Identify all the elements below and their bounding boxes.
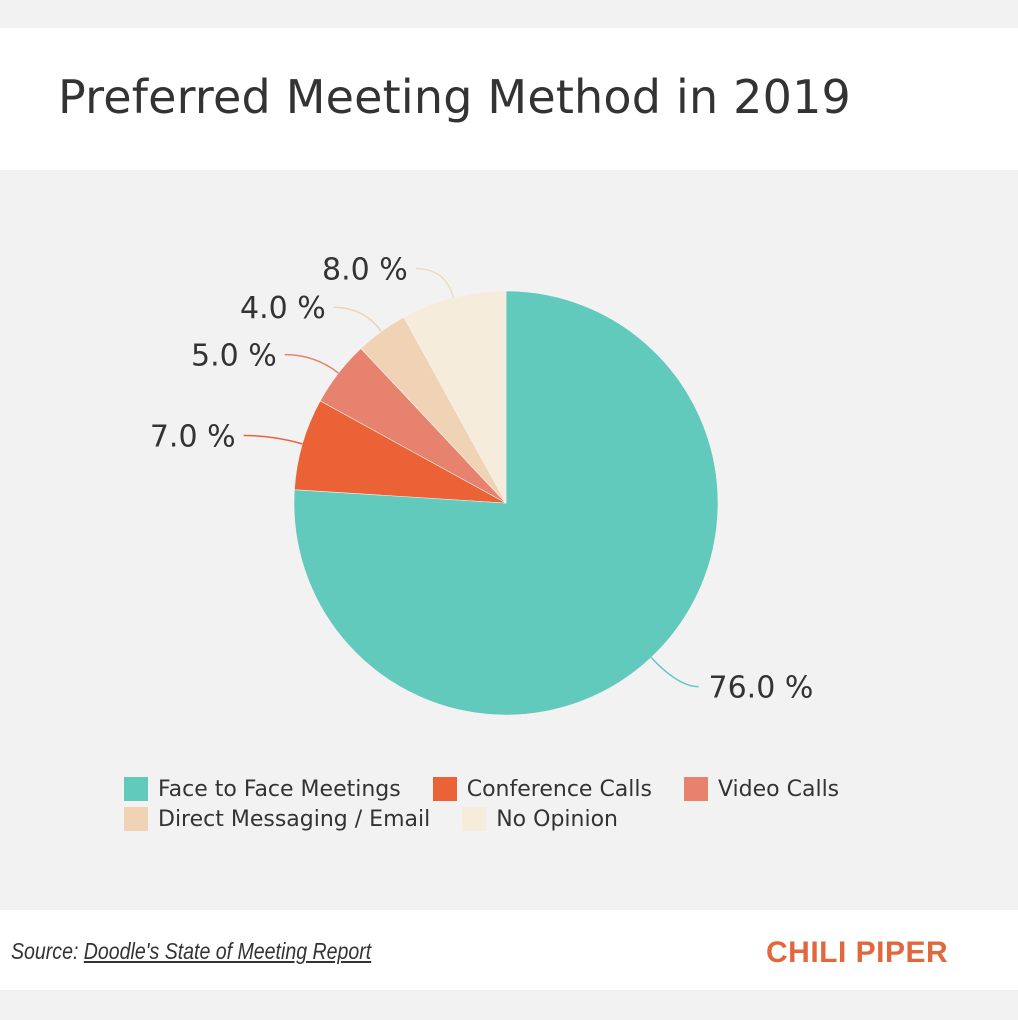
leader-line [284,353,339,374]
legend-swatch [124,777,148,801]
legend-label: Video Calls [717,776,840,802]
footer-band [0,910,1018,990]
data-label: 7.0 % [150,419,236,454]
leader-line [243,434,303,445]
leader-line [333,306,382,332]
chart-title: Preferred Meeting Method in 2019 [58,70,852,124]
legend-item: Video Calls [683,776,840,802]
source-note: Source: Doodle's State of Meeting Report [11,938,371,965]
legend: Face to Face Meetings Conference Calls Vid… [124,774,871,834]
source-prefix: Source: [11,938,79,964]
leader-line [415,267,455,298]
brand-logo: CHILI PIPER [766,936,949,969]
legend-label: Conference Calls [466,776,652,802]
title-band [0,28,1018,170]
legend-label: Face to Face Meetings [158,776,401,802]
pie-chart: 76.0 % 7.0 % 5.0 % 4.0 %8.0 % [150,253,814,716]
data-label: 8.0 % [322,253,408,288]
legend-swatch [124,807,148,831]
source-link[interactable]: Doodle's State of Meeting Report [83,938,372,964]
pie-slice-no-opinion [403,290,507,504]
leader-line [650,657,699,688]
data-label: 76.0 % [709,671,814,706]
legend-label: Direct Messaging / Email [158,806,431,832]
legend-swatch [462,807,487,831]
legend-item: Face to Face Meetings [124,777,401,802]
data-label: 4.0 % [240,291,326,326]
legend-item: Direct Messaging / Email [124,807,430,832]
legend-swatch [683,777,708,801]
legend-swatch [432,777,457,801]
legend-item: No Opinion [462,807,618,832]
pie-slice-face-to-face-meetings [293,290,719,716]
data-label: 5.0 % [191,339,277,374]
legend-item: Conference Calls [432,776,652,802]
legend-label: No Opinion [496,806,618,832]
